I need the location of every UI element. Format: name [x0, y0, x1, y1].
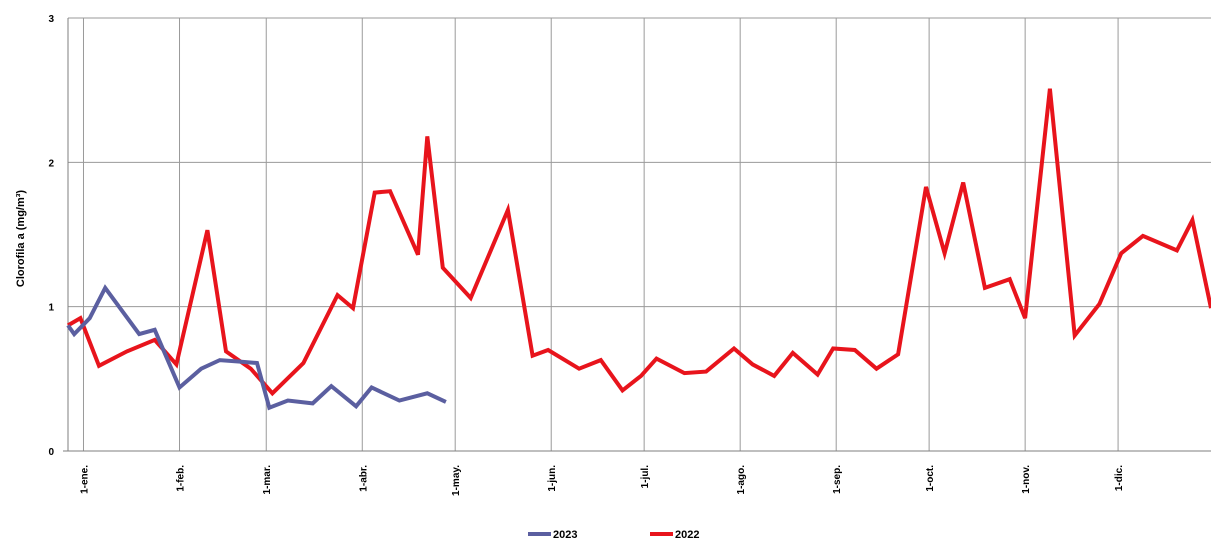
x-tick-label: 1-dic.: [1114, 465, 1125, 491]
legend-label-2023: 2023: [553, 529, 577, 541]
y-axis-label: Clorofila a (mg/m³): [15, 190, 27, 288]
y-tick-label: 2: [48, 158, 54, 169]
y-tick-label: 3: [48, 14, 54, 25]
x-tick-label: 1-jul.: [640, 465, 651, 489]
x-tick-label: 1-sep.: [832, 465, 843, 494]
x-tick-label: 1-abr.: [358, 465, 369, 492]
x-tick-label: 1-ene.: [79, 465, 90, 494]
x-tick-label: 1-jun.: [547, 465, 558, 492]
x-tick-label: 1-mar.: [262, 465, 273, 495]
series-lines: [66, 88, 1211, 411]
x-tick-labels: 1-ene. 1-feb. 1-mar. 1-abr. 1-may. 1-jun. 1-ju…: [79, 465, 1125, 496]
series-line-2023: [66, 284, 447, 411]
x-tick-label: 1-oct.: [925, 465, 936, 492]
x-tick-label: 1-may.: [451, 465, 462, 496]
gridlines: [68, 17, 1211, 451]
y-tick-label: 1: [48, 303, 54, 314]
x-tick-label: 1-nov.: [1021, 465, 1032, 494]
y-tick-label: 0: [48, 447, 54, 458]
legend-label-2022: 2022: [675, 529, 699, 541]
y-tick-labels: 0 1 2 3: [48, 14, 54, 458]
series-line-2022: [66, 88, 1211, 397]
legend: 2023 2022: [528, 529, 699, 541]
x-tick-label: 1-feb.: [176, 465, 187, 492]
x-tick-label: 1-ago.: [736, 465, 747, 495]
